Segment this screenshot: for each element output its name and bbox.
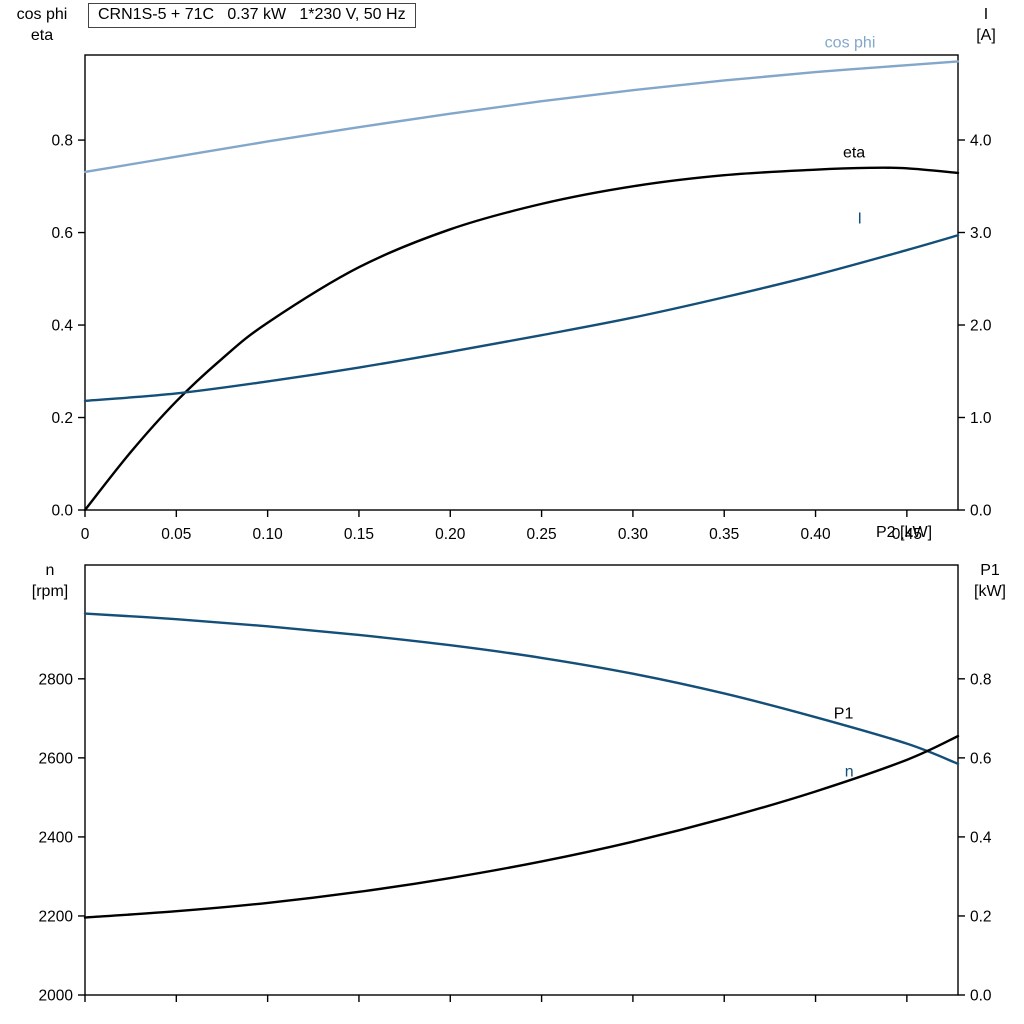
axis-title-current-unit: [A]: [976, 27, 996, 44]
x-tick-label: 0.05: [161, 526, 191, 543]
axis-title-speed-unit: [rpm]: [31, 583, 69, 600]
top-chart-left-axis-title: cos phi eta: [4, 4, 80, 46]
curve-cos-phi: [83, 60, 960, 174]
axis-title-speed: n: [45, 562, 55, 579]
y-tick-label-right: 0.2: [970, 908, 992, 925]
curve-n: [83, 612, 960, 765]
curve-label-n: n: [845, 763, 854, 780]
curve-label-I: I: [858, 210, 862, 227]
y-tick-label-left: 2000: [39, 988, 74, 1005]
y-tick-label-left: 0.8: [51, 133, 73, 150]
axis-title-cos-phi: cos phi: [16, 6, 68, 23]
x-tick-label: 0.25: [527, 526, 557, 543]
x-axis-title: P2 [kW]: [876, 524, 933, 541]
axis-title-current: I: [983, 6, 989, 23]
chart-title-box: CRN1S-5 + 71C 0.37 kW 1*230 V, 50 Hz: [88, 3, 416, 28]
y-tick-label-right: 2.0: [970, 318, 992, 335]
curve-eta: [83, 166, 960, 512]
y-tick-label-left: 0.2: [51, 410, 73, 427]
y-tick-label-left: 0.0: [51, 503, 73, 520]
x-tick-label: 0: [81, 526, 90, 543]
x-tick-label: 0.35: [709, 526, 739, 543]
y-tick-label-left: 0.4: [51, 318, 73, 335]
y-tick-label-right: 0.0: [970, 503, 992, 520]
y-tick-label-right: 0.0: [970, 988, 992, 1005]
y-tick-label-right: 0.4: [970, 829, 992, 846]
y-tick-label-left: 2600: [39, 750, 74, 767]
chart-panel-0: 0 0.05 0.10 0.15 0.20 0.25 0.30 0.35 0.40 0.45 0.0…: [51, 35, 991, 543]
y-tick-label-right: 4.0: [970, 133, 992, 150]
curve-I: [83, 234, 960, 403]
plot-frame: [84, 564, 959, 996]
y-tick-label-left: 0.6: [51, 225, 73, 242]
curve-label-P1: P1: [834, 705, 854, 722]
curve-label-eta: eta: [843, 145, 865, 162]
plot-frame: [84, 54, 959, 511]
bottom-chart-left-axis-title: n [rpm]: [12, 560, 88, 602]
top-chart-right-axis-title: I [A]: [958, 4, 1014, 46]
y-tick-label-right: 0.8: [970, 671, 992, 688]
axis-title-p1-unit: [kW]: [974, 583, 1006, 600]
y-tick-label-right: 3.0: [970, 225, 992, 242]
x-tick-label: 0.10: [253, 526, 284, 543]
bottom-chart-right-axis-title: P1 [kW]: [960, 560, 1020, 602]
axis-title-eta: eta: [30, 27, 54, 44]
axis-title-p1: P1: [980, 562, 1000, 579]
x-tick-label: 0.20: [435, 526, 466, 543]
curve-label-cos-phi: cos phi: [825, 35, 876, 52]
x-tick-label: 0.45: [892, 526, 922, 543]
x-tick-label: 0.40: [800, 526, 831, 543]
y-tick-label-left: 2800: [39, 671, 74, 688]
x-tick-label: 0.15: [344, 526, 374, 543]
y-tick-label-left: 2400: [39, 829, 74, 846]
y-tick-label-right: 1.0: [970, 410, 992, 427]
x-tick-label: 0.30: [618, 526, 649, 543]
y-tick-label-right: 0.6: [970, 750, 992, 767]
chart-panel-1: 2000 2200 2400 2600 2800 0.0 0.2 0.4 0.6 0.8 n P1: [39, 564, 992, 1005]
curve-P1: [83, 734, 960, 919]
y-tick-label-left: 2200: [39, 908, 74, 925]
